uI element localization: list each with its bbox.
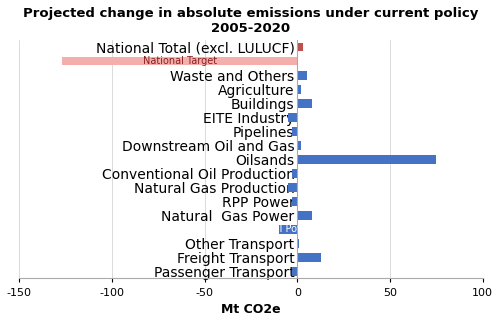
Bar — [298, 43, 303, 51]
Bar — [298, 239, 299, 248]
Bar — [298, 155, 436, 163]
Bar — [292, 127, 298, 136]
Bar — [298, 211, 312, 220]
Bar — [62, 57, 298, 66]
Bar — [292, 169, 298, 178]
Bar — [298, 85, 301, 94]
X-axis label: Mt CO2e: Mt CO2e — [221, 303, 281, 316]
Bar — [279, 225, 297, 234]
Bar — [288, 113, 298, 121]
Bar — [292, 197, 298, 206]
Bar — [298, 99, 312, 108]
Bar — [298, 71, 306, 79]
Text: National Target: National Target — [142, 56, 216, 66]
Text: Coal Power: Coal Power — [261, 224, 315, 234]
Bar — [288, 183, 298, 192]
Bar — [298, 253, 322, 262]
Bar — [292, 267, 298, 276]
Title: Projected change in absolute emissions under current policy
2005-2020: Projected change in absolute emissions u… — [24, 7, 478, 35]
Bar — [298, 141, 301, 150]
